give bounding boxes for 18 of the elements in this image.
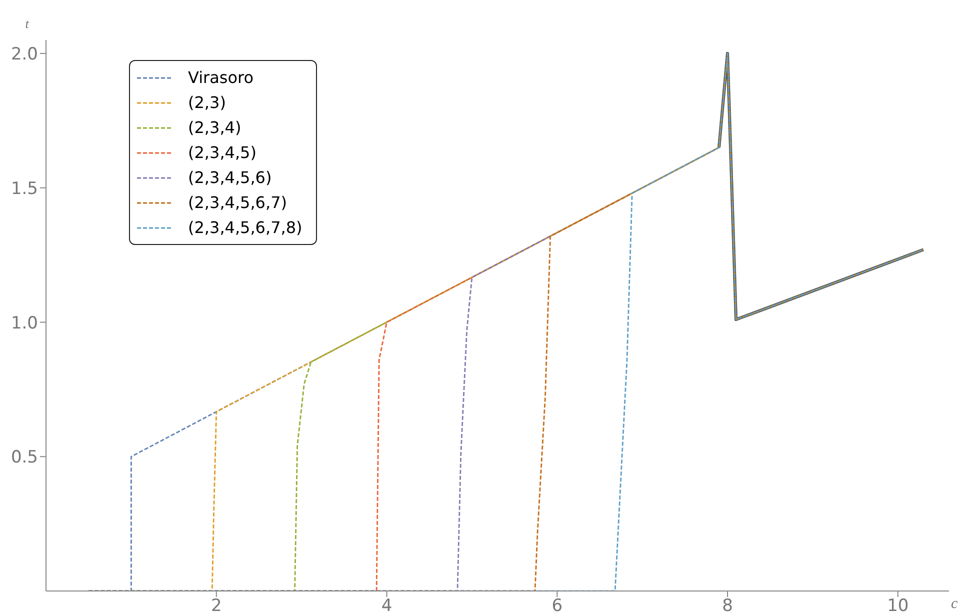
- x-tick-label: 2: [210, 596, 222, 614]
- legend-label: (2,3,4,5): [188, 142, 256, 164]
- y-tick-label: 2.0: [10, 44, 38, 64]
- y-axis-title: t: [25, 16, 30, 31]
- legend-label: (2,3,4,5,6,7,8): [188, 217, 302, 239]
- x-tick-label: 10: [887, 596, 909, 614]
- legend-label: (2,3,4): [188, 117, 242, 139]
- y-tick-label: 1.5: [10, 178, 38, 199]
- y-tick-label: 0.5: [10, 448, 38, 468]
- legend-label: (2,3,4,5,6,7): [188, 192, 287, 214]
- x-tick-label: 6: [552, 596, 563, 614]
- legend-label: (2,3): [188, 92, 226, 114]
- legend-label: (2,3,4,5,6): [188, 167, 272, 189]
- x-axis-title: c: [951, 596, 958, 612]
- x-tick-label: 4: [381, 596, 392, 614]
- x-tick-label: 8: [722, 596, 733, 614]
- y-tick-label: 1.0: [10, 313, 38, 334]
- legend-label: Virasoro: [188, 67, 254, 89]
